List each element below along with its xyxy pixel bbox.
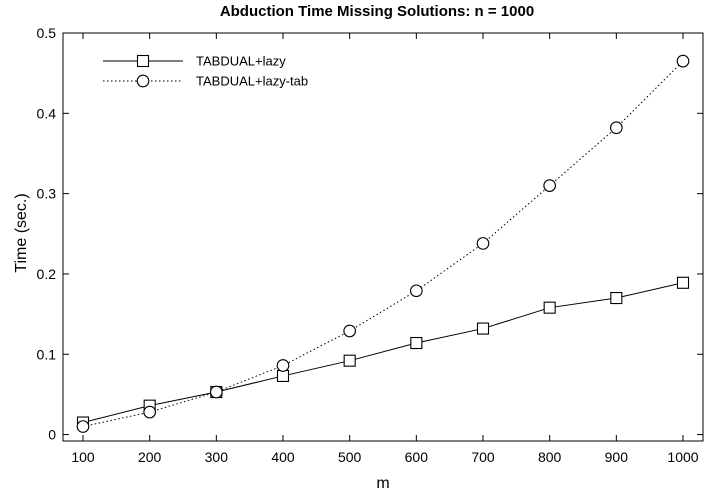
data-point — [476, 237, 490, 250]
legend-marker — [136, 54, 150, 68]
data-point — [276, 359, 290, 372]
data-point — [143, 405, 157, 419]
y-tick-label: 0.2 — [37, 266, 57, 282]
y-tick-label: 0.4 — [37, 105, 57, 121]
data-point — [343, 354, 356, 367]
x-axis: 100 200 300 400 500 600 700 800 900 1000 — [71, 33, 699, 465]
y-axis-label: Time (sec.) — [13, 193, 30, 272]
y-tick-label: 0.3 — [37, 186, 57, 202]
series-line — [82, 60, 684, 428]
plot-border — [62, 32, 704, 442]
x-tick-label: 300 — [205, 449, 229, 465]
legend-item-2: TABDUAL+lazy-tab — [103, 74, 308, 89]
data-point — [409, 284, 423, 298]
x-tick-label: 700 — [471, 449, 495, 465]
series-1 — [76, 276, 690, 429]
series-2 — [76, 54, 690, 433]
x-tick-label: 900 — [605, 449, 629, 465]
y-tick-label: 0 — [48, 427, 56, 443]
y-axis: 0 0.1 0.2 0.3 0.4 0.5 — [37, 25, 703, 443]
data-point — [476, 322, 490, 335]
legend-marker — [136, 74, 150, 88]
legend: TABDUAL+lazy TABDUAL+lazy-tab — [103, 54, 308, 89]
data-point — [676, 276, 690, 289]
y-tick-label: 0.1 — [37, 346, 57, 362]
x-tick-label: 100 — [71, 449, 95, 465]
data-point — [543, 301, 556, 314]
series-line — [82, 282, 684, 424]
data-point — [543, 179, 557, 192]
x-tick-label: 600 — [405, 449, 429, 465]
x-tick-label: 800 — [538, 449, 562, 465]
data-point — [276, 369, 290, 382]
data-point — [676, 54, 690, 68]
legend-item-1: TABDUAL+lazy — [103, 54, 286, 69]
data-point — [410, 336, 423, 350]
data-point — [610, 291, 623, 305]
data-point — [209, 385, 223, 399]
data-point — [609, 121, 623, 135]
x-axis-label: m — [376, 475, 389, 492]
series-layer — [76, 54, 690, 433]
plot-area — [62, 32, 704, 442]
x-tick-label: 200 — [138, 449, 162, 465]
chart-title: Abduction Time Missing Solutions: n = 10… — [220, 3, 534, 20]
x-tick-label: 400 — [271, 449, 295, 465]
x-tick-label: 500 — [338, 449, 362, 465]
data-point — [76, 420, 90, 433]
legend-label: TABDUAL+lazy — [196, 54, 286, 69]
x-tick-label: 1000 — [667, 449, 698, 465]
y-tick-label: 0.5 — [37, 25, 57, 41]
legend-label: TABDUAL+lazy-tab — [196, 74, 308, 89]
data-point — [343, 324, 357, 338]
